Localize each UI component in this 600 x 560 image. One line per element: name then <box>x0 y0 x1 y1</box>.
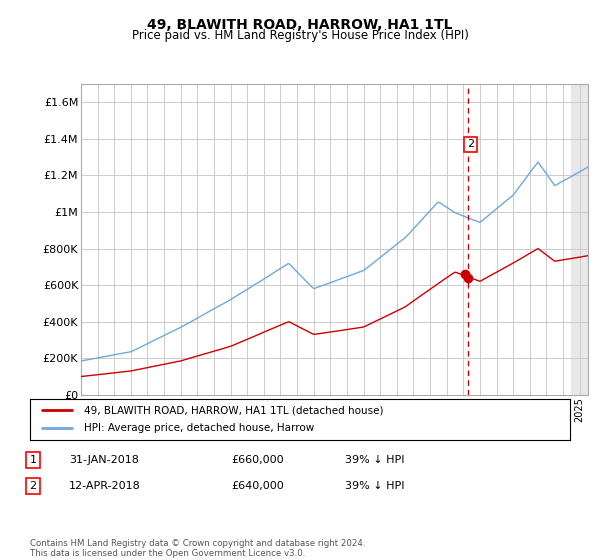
Text: Price paid vs. HM Land Registry's House Price Index (HPI): Price paid vs. HM Land Registry's House … <box>131 29 469 42</box>
Text: 49, BLAWITH ROAD, HARROW, HA1 1TL: 49, BLAWITH ROAD, HARROW, HA1 1TL <box>147 18 453 32</box>
Text: 1: 1 <box>29 455 37 465</box>
Text: 49, BLAWITH ROAD, HARROW, HA1 1TL (detached house): 49, BLAWITH ROAD, HARROW, HA1 1TL (detac… <box>84 405 383 415</box>
Text: £640,000: £640,000 <box>231 481 284 491</box>
Text: £660,000: £660,000 <box>231 455 284 465</box>
Text: Contains HM Land Registry data © Crown copyright and database right 2024.
This d: Contains HM Land Registry data © Crown c… <box>30 539 365 558</box>
Text: 31-JAN-2018: 31-JAN-2018 <box>69 455 139 465</box>
Text: 39% ↓ HPI: 39% ↓ HPI <box>345 455 404 465</box>
Bar <box>571 84 588 395</box>
Text: 2: 2 <box>29 481 37 491</box>
Text: 12-APR-2018: 12-APR-2018 <box>69 481 141 491</box>
Text: 39% ↓ HPI: 39% ↓ HPI <box>345 481 404 491</box>
Text: 2: 2 <box>467 139 474 150</box>
Text: HPI: Average price, detached house, Harrow: HPI: Average price, detached house, Harr… <box>84 423 314 433</box>
